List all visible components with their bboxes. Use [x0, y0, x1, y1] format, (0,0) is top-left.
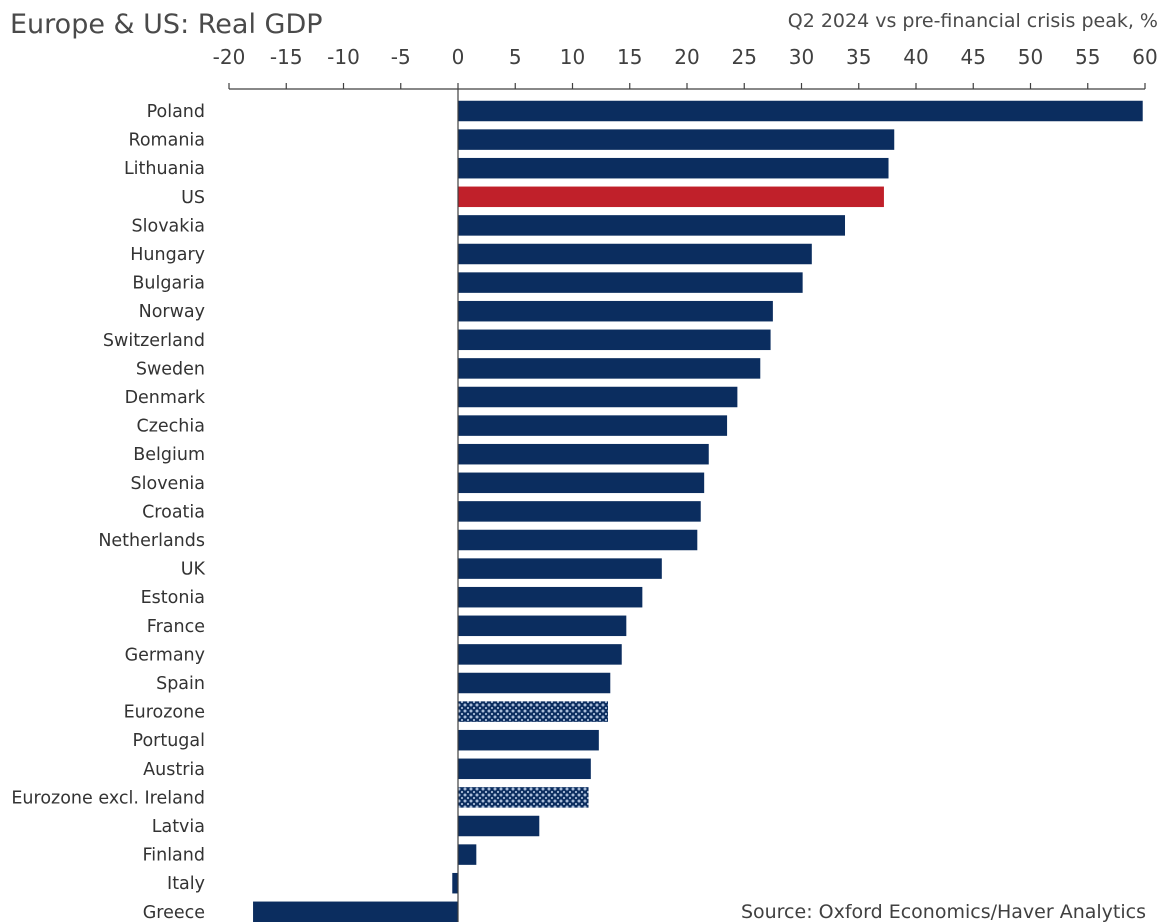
- category-label: Denmark: [125, 388, 206, 408]
- x-tick-label: -5: [391, 45, 411, 69]
- category-label: Estonia: [141, 588, 205, 608]
- bar-croatia: [458, 501, 701, 522]
- x-tick-label: 30: [789, 45, 814, 69]
- bar-netherlands: [458, 529, 698, 551]
- bar-uk: [458, 558, 662, 579]
- bar-eurozone: [458, 701, 608, 722]
- bar-us: [458, 186, 884, 208]
- bar-estonia: [458, 586, 643, 608]
- x-tick-label: 20: [674, 45, 699, 69]
- category-label: Spain: [156, 674, 205, 694]
- x-tick-label: 40: [903, 45, 928, 69]
- x-tick-label: 25: [732, 45, 757, 69]
- category-label: US: [181, 188, 205, 208]
- x-tick-label: 60: [1132, 45, 1157, 69]
- category-label: Bulgaria: [132, 274, 205, 294]
- bar-germany: [458, 644, 622, 665]
- category-label: Slovakia: [132, 216, 205, 236]
- bar-spain: [458, 672, 611, 694]
- bar-slovenia: [458, 472, 705, 494]
- category-label: Hungary: [130, 245, 205, 265]
- bar-france: [458, 615, 627, 637]
- bar-switzerland: [458, 329, 771, 351]
- chart-subtitle: Q2 2024 vs pre-financial crisis peak, %: [788, 10, 1158, 32]
- x-axis: -20 -15 -10 -5 0 5 10 15 20 25 30 35 40 45 50 55 60: [213, 45, 1158, 90]
- x-tick-label: 5: [509, 45, 522, 69]
- x-tick-label: 15: [617, 45, 642, 69]
- category-label: Lithuania: [124, 159, 205, 179]
- x-tick-label: 10: [560, 45, 585, 69]
- bar-italy: [452, 872, 458, 894]
- bar-latvia: [458, 815, 540, 837]
- bar-denmark: [458, 386, 738, 408]
- category-label: Switzerland: [103, 331, 205, 351]
- chart-title: Europe & US: Real GDP: [10, 9, 323, 40]
- x-tick-label: 50: [1018, 45, 1043, 69]
- source-note: Source: Oxford Economics/Haver Analytics: [741, 901, 1146, 922]
- bar-norway: [458, 300, 773, 322]
- bar-eurozone-excl-ireland: [458, 787, 589, 808]
- x-tick-label: -10: [327, 45, 360, 69]
- bar-lithuania: [458, 157, 889, 179]
- category-label: Finland: [142, 846, 205, 866]
- category-label: Latvia: [152, 817, 205, 837]
- category-label: Germany: [125, 645, 205, 665]
- category-label: Eurozone: [124, 703, 205, 723]
- bars: [253, 100, 1143, 922]
- bar-poland: [458, 100, 1143, 122]
- bar-slovakia: [458, 215, 846, 236]
- bar-czechia: [458, 415, 728, 436]
- bar-sweden: [458, 358, 761, 379]
- category-label: Norway: [139, 302, 205, 322]
- category-label: France: [147, 617, 205, 637]
- category-label: Czechia: [137, 417, 205, 437]
- category-label: Eurozone excl. Ireland: [11, 788, 205, 808]
- category-label: Portugal: [133, 731, 205, 751]
- bar-hungary: [458, 243, 812, 265]
- category-label: Austria: [143, 760, 205, 780]
- category-label: Belgium: [133, 445, 205, 465]
- x-tick-label: -20: [213, 45, 246, 69]
- category-label: Greece: [143, 903, 205, 922]
- category-label: Italy: [167, 874, 205, 894]
- bar-austria: [458, 758, 591, 780]
- category-label: Romania: [128, 131, 205, 151]
- x-tick-label: 35: [846, 45, 871, 69]
- category-label: Croatia: [142, 502, 205, 522]
- category-label: Slovenia: [131, 474, 205, 494]
- x-tick-label: 55: [1075, 45, 1100, 69]
- bar-belgium: [458, 443, 709, 465]
- bar-finland: [458, 844, 477, 865]
- category-label: Poland: [147, 102, 205, 122]
- bar-romania: [458, 129, 895, 150]
- bar-portugal: [458, 729, 599, 751]
- x-tick-label: -15: [270, 45, 303, 69]
- category-labels: Poland Romania Lithuania US Slovakia Hungary B…: [11, 102, 205, 922]
- category-label: Netherlands: [98, 531, 205, 551]
- bar-greece: [253, 901, 458, 922]
- x-tick-label: 0: [452, 45, 465, 69]
- category-label: UK: [181, 560, 206, 580]
- x-tick-label: 45: [961, 45, 986, 69]
- bar-bulgaria: [458, 272, 803, 293]
- category-label: Sweden: [136, 359, 205, 379]
